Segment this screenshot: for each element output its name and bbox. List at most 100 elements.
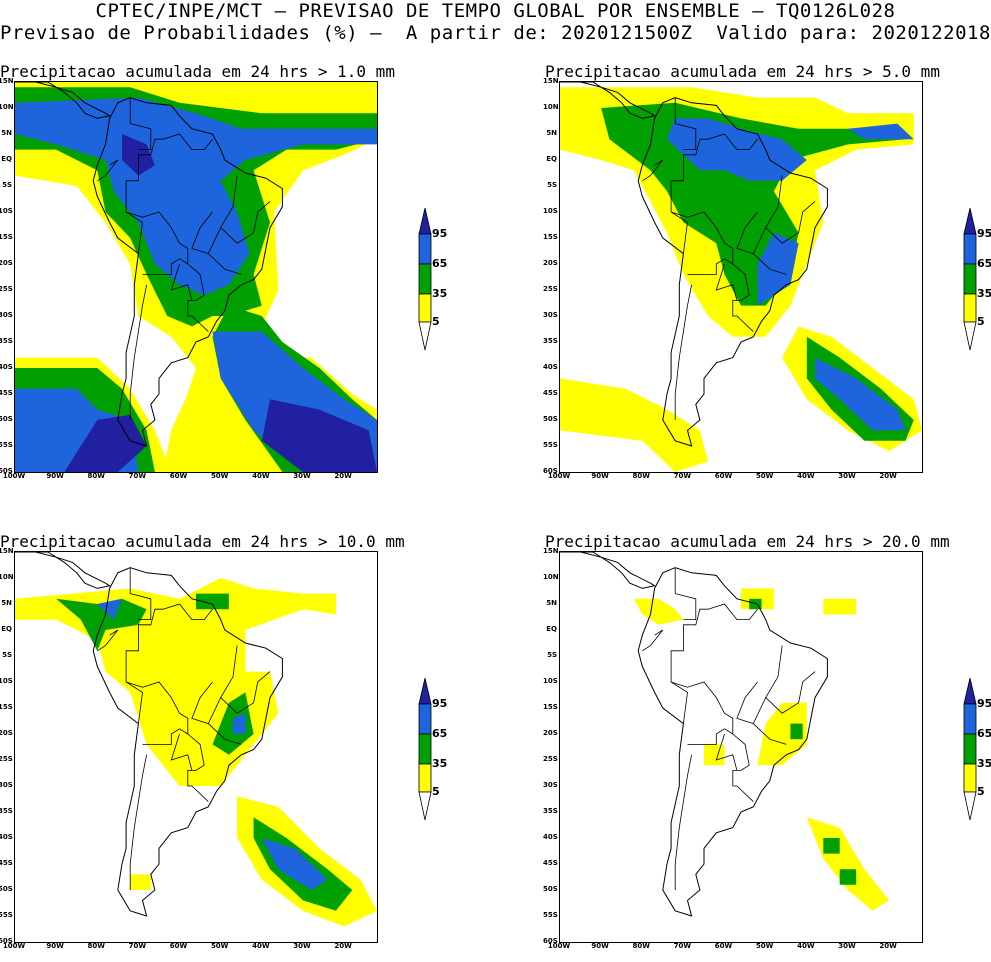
lon-tick-label: 30W <box>838 942 856 950</box>
lat-tick-label: 10N <box>543 103 559 111</box>
probability-area-5pct <box>823 598 857 615</box>
probability-area-65pct <box>261 838 328 890</box>
legend-swatch-35 <box>963 263 977 295</box>
probability-area-35pct <box>839 869 857 885</box>
probability-area-5pct <box>704 744 725 766</box>
lon-tick-label: 40W <box>797 942 815 950</box>
country-border <box>670 133 758 254</box>
lon-tick-label: 60W <box>714 942 733 950</box>
probability-area-35pct <box>823 838 840 854</box>
legend-label: 65 <box>977 727 991 740</box>
legend-swatch-95 <box>963 677 977 705</box>
country-border <box>97 159 119 182</box>
panel-title: Precipitacao acumulada em 24 hrs > 10.0 … <box>0 532 405 551</box>
legend-swatch-5 <box>418 763 432 793</box>
lat-tick-label: 25S <box>0 755 13 763</box>
country-border <box>674 567 697 620</box>
legend-swatch-lt5 <box>418 321 432 351</box>
panel-title: Precipitacao acumulada em 24 hrs > 5.0 m… <box>545 62 940 81</box>
legend-label: 65 <box>977 257 991 270</box>
lat-tick-label: 20S <box>0 729 13 737</box>
map-panel-10mm: Precipitacao acumulada em 24 hrs > 10.0 … <box>0 532 405 962</box>
lon-tick-label: 90W <box>46 472 64 480</box>
legend-swatch-lt5 <box>963 791 977 821</box>
lat-tick-label: 5S <box>2 651 12 659</box>
probability-area-35pct <box>196 593 229 610</box>
lat-tick-label: 35S <box>543 807 558 815</box>
legend-label: 95 <box>977 697 991 710</box>
lon-tick-label: 90W <box>46 942 64 950</box>
coastline-south-america <box>637 97 828 447</box>
lat-tick-label: 15N <box>0 547 14 555</box>
legend-swatch-35 <box>963 733 977 765</box>
lon-tick-label: 50W <box>755 942 774 950</box>
lat-tick-label: 20S <box>543 259 558 267</box>
probability-map <box>14 81 378 473</box>
lat-tick-label: 40S <box>0 363 13 371</box>
map-canvas <box>560 552 890 917</box>
country-border <box>736 211 758 254</box>
legend-swatch-35 <box>418 263 432 295</box>
country-border <box>220 175 271 244</box>
legend-label: 5 <box>432 785 440 798</box>
lat-tick-label: 55S <box>543 441 558 449</box>
probability-map <box>14 551 378 943</box>
lon-tick-label: 40W <box>797 472 815 480</box>
probability-area-5pct <box>15 578 336 786</box>
lat-tick-label: 25S <box>543 755 558 763</box>
country-border <box>736 681 758 724</box>
country-border <box>752 227 787 275</box>
legend-label: 5 <box>432 315 440 328</box>
lon-tick-label: 20W <box>879 472 897 480</box>
lon-tick-label: 90W <box>591 472 609 480</box>
legend-label: 95 <box>977 227 991 240</box>
country-border <box>142 728 189 745</box>
lon-tick-label: 40W <box>252 472 270 480</box>
map-panel-20mm: Precipitacao acumulada em 24 hrs > 20.0 … <box>543 532 950 962</box>
lon-tick-label: 70W <box>673 472 692 480</box>
country-border <box>752 697 787 745</box>
legend-swatch-5 <box>963 293 977 323</box>
country-border <box>715 733 738 771</box>
lat-tick-label: EQ <box>1 625 12 633</box>
country-border <box>670 681 754 802</box>
country-border <box>687 258 734 275</box>
legend-swatch-35 <box>418 733 432 765</box>
lat-tick-label: 45S <box>0 389 13 397</box>
lat-tick-label: 60S <box>0 467 13 475</box>
lon-tick-label: 100W <box>547 942 571 950</box>
legend-colorbar <box>418 207 432 351</box>
lat-tick-label: 20S <box>543 729 558 737</box>
lat-tick-label: 30S <box>0 311 13 319</box>
lon-tick-label: 50W <box>210 942 229 950</box>
header-title: CPTEC/INPE/MCT – PREVISAO DE TEMPO GLOBA… <box>95 0 896 22</box>
lon-tick-label: 20W <box>334 472 352 480</box>
legend-label: 65 <box>432 257 448 270</box>
lon-tick-label: 90W <box>591 942 609 950</box>
legend-label: 95 <box>432 227 448 240</box>
legend-swatch-65 <box>418 233 432 265</box>
lat-tick-label: 10S <box>543 207 558 215</box>
lon-tick-label: 100W <box>547 472 571 480</box>
lat-tick-label: 45S <box>543 389 558 397</box>
lat-tick-label: 5N <box>546 129 557 137</box>
lat-tick-label: 20S <box>0 259 13 267</box>
map-panel-5mm: Precipitacao acumulada em 24 hrs > 5.0 m… <box>543 62 945 492</box>
country-border <box>207 697 242 745</box>
lat-tick-label: 40S <box>0 833 13 841</box>
probability-area-65pct <box>815 357 906 431</box>
country-border <box>715 263 738 301</box>
legend-colorbar <box>963 677 977 821</box>
coastline-central-america <box>15 552 111 589</box>
lat-tick-label: 15S <box>0 703 13 711</box>
lon-tick-label: 60W <box>169 472 188 480</box>
lat-tick-label: 55S <box>543 911 558 919</box>
lat-tick-label: 5S <box>547 181 557 189</box>
map-canvas <box>15 82 377 472</box>
panel-title: Precipitacao acumulada em 24 hrs > 20.0 … <box>545 532 950 551</box>
country-border <box>125 211 209 332</box>
probability-area-95pct <box>64 414 147 472</box>
probability-map <box>559 81 923 473</box>
country-border <box>687 728 734 745</box>
country-border <box>670 211 754 332</box>
